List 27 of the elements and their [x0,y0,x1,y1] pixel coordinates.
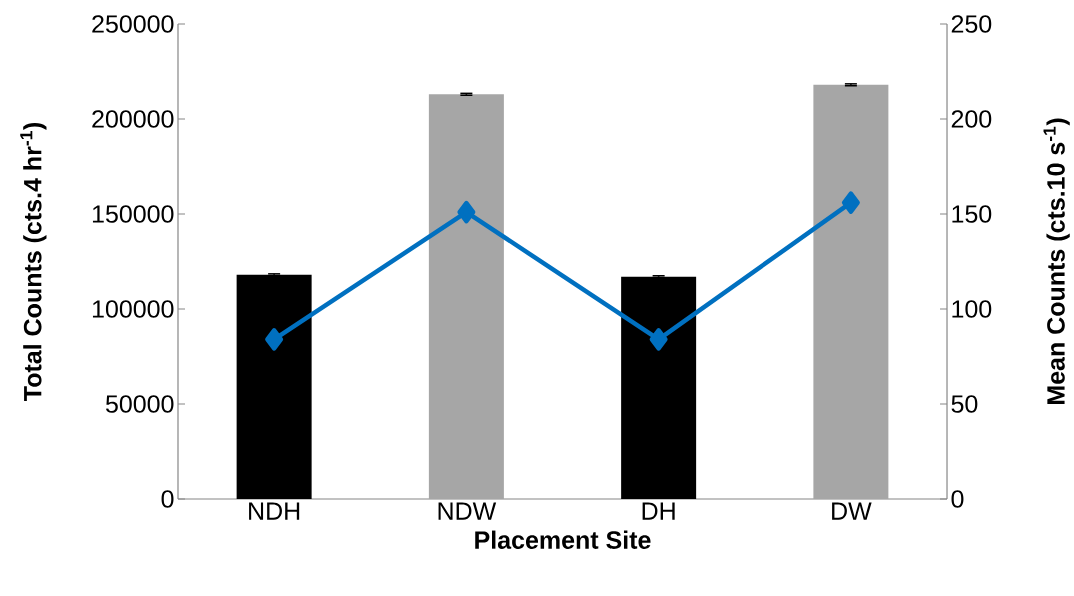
y-tick-label: 250000 [92,15,174,33]
point [649,328,668,351]
y2-tick-label: 100 [952,300,992,318]
y-tick-label: 150000 [92,205,174,223]
y2-tick-label: 50 [951,395,978,413]
y2-tick-label: 0 [951,490,964,508]
y-tick-label: 0 [161,490,174,508]
point [841,191,860,214]
y-axis-title: Total Counts (cts.4 hr$^{-1}$) [20,123,47,401]
y2-tick-label: 150 [952,205,992,223]
point [265,328,284,351]
x-tick-label: NDH [249,502,300,520]
y2-tick-label: 200 [951,110,992,128]
bar [813,84,889,499]
y2-tick-label: 250 [951,15,992,33]
y-tick-label: 50000 [105,395,174,413]
y2-axis-title: Mean Counts (cts.10 s$^{-1}$) [1043,118,1070,404]
x-axis-title: Placement Site [475,530,651,549]
y-tick-label: 100000 [92,300,174,318]
x-tick-label: NDW [438,502,497,520]
bar [428,94,504,499]
point [457,200,476,224]
x-tick-label: DW [832,502,872,520]
bar [621,276,697,499]
x-tick-label: DH [642,502,675,520]
bar [236,274,312,499]
y-tick-label: 200000 [92,110,174,128]
